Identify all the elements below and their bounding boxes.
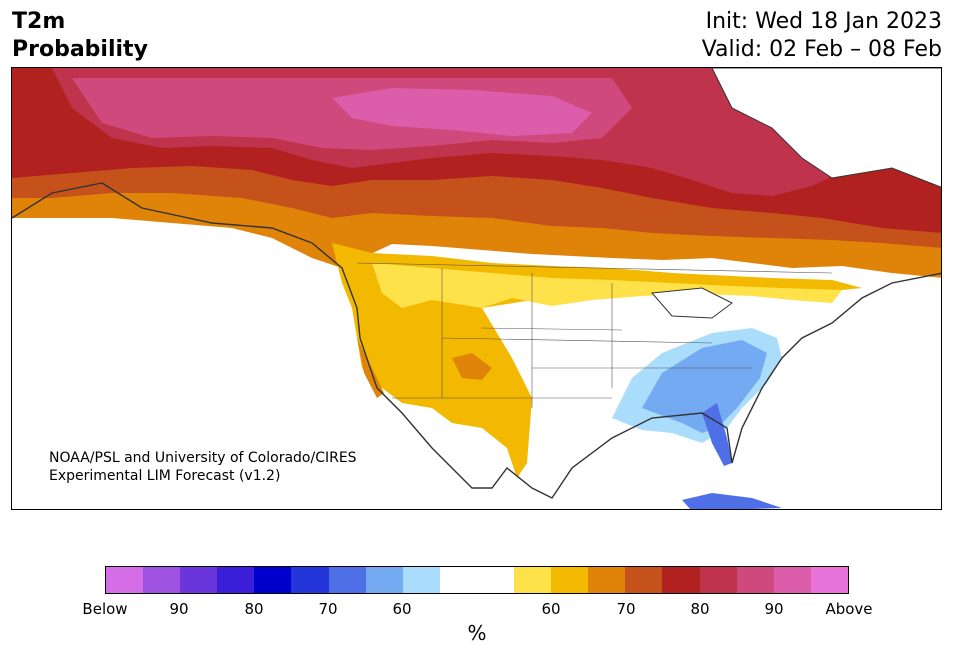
tick-label: 80 [244, 600, 264, 618]
colorbar-segment [143, 567, 181, 593]
tick-label: Below [82, 600, 128, 618]
great-lakes [650, 287, 733, 319]
tick-label: 70 [318, 600, 338, 618]
init-date: Init: Wed 18 Jan 2023 [705, 9, 942, 34]
band-below-70 [642, 340, 767, 433]
colorbar-segment [254, 567, 292, 593]
forecast-dates: Init: Wed 18 Jan 2023 Valid: 02 Feb – 08… [702, 8, 942, 64]
tick-label: 90 [764, 600, 784, 618]
colorbar-segment [439, 567, 477, 593]
colorbar-segment [217, 567, 255, 593]
colorbar-segment [402, 567, 440, 593]
colorbar-segment [476, 567, 515, 593]
tick-label: 80 [690, 600, 710, 618]
colorbar-segment [180, 567, 218, 593]
band-below-80 [702, 403, 732, 466]
tick-label: 60 [392, 600, 412, 618]
colorbar-segment [662, 567, 700, 593]
tick-label: 70 [616, 600, 636, 618]
colorbar-unit: % [467, 621, 487, 645]
map-canvas [12, 68, 941, 509]
state-borders [356, 262, 833, 408]
band-below-80-cuba [682, 493, 782, 509]
tick-label: Above [825, 600, 873, 618]
credit-line-2: Experimental LIM Forecast (v1.2) [49, 468, 281, 484]
tick-label: 60 [541, 600, 561, 618]
colorbar-segment [551, 567, 589, 593]
colorbar-segment [514, 567, 552, 593]
colorbar-segment [699, 567, 737, 593]
colorbar-segment [588, 567, 626, 593]
colorbar-segment [810, 567, 848, 593]
colorbar [105, 566, 849, 594]
credit-line-1: NOAA/PSL and University of Colorado/CIRE… [49, 450, 357, 466]
coastline [12, 182, 941, 499]
plot-title: T2m Probability [12, 8, 148, 64]
colorbar-segment [291, 567, 329, 593]
probability-map [11, 67, 942, 510]
colorbar-segment [365, 567, 403, 593]
tick-label: 90 [169, 600, 189, 618]
band-above-40 [372, 263, 842, 308]
band-above-60-nm [452, 353, 492, 380]
hudson-bay [711, 68, 941, 188]
colorbar-segment [736, 567, 774, 593]
valid-range: Valid: 02 Feb – 08 Feb [701, 37, 942, 62]
title-variable: T2m [12, 9, 66, 34]
credit-text: NOAA/PSL and University of Colorado/CIRE… [49, 449, 357, 485]
colorbar-segment [773, 567, 811, 593]
title-type: Probability [12, 37, 148, 62]
colorbar-segment [106, 567, 144, 593]
band-above-90b [332, 88, 592, 136]
colorbar-segment [328, 567, 366, 593]
colorbar-segment [625, 567, 663, 593]
